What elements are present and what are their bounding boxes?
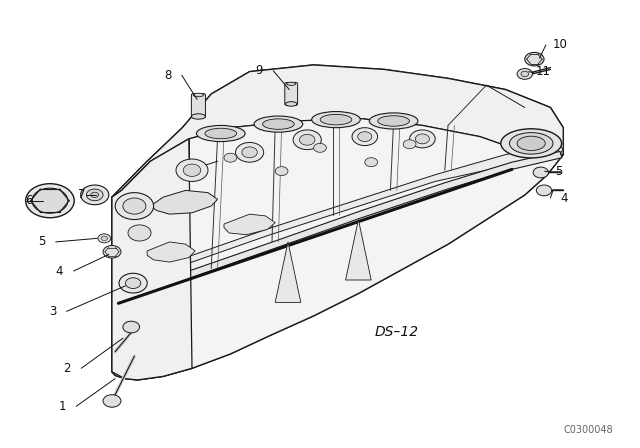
Text: 4: 4	[56, 264, 63, 278]
Circle shape	[236, 142, 264, 162]
Text: 2: 2	[63, 362, 71, 375]
Text: 1: 1	[58, 400, 66, 413]
Polygon shape	[118, 144, 563, 288]
Circle shape	[32, 188, 68, 213]
Circle shape	[125, 278, 141, 289]
Circle shape	[26, 184, 74, 218]
Circle shape	[123, 198, 146, 214]
Text: 10: 10	[552, 38, 568, 52]
Polygon shape	[224, 214, 275, 235]
Ellipse shape	[312, 112, 360, 128]
Circle shape	[536, 185, 552, 196]
Ellipse shape	[517, 136, 545, 151]
Circle shape	[128, 225, 151, 241]
Ellipse shape	[193, 93, 204, 97]
Circle shape	[115, 193, 154, 220]
FancyBboxPatch shape	[191, 94, 205, 118]
Circle shape	[352, 128, 378, 146]
Polygon shape	[112, 139, 192, 380]
Ellipse shape	[369, 113, 418, 129]
Circle shape	[123, 321, 140, 333]
Text: 3: 3	[49, 305, 56, 318]
Circle shape	[81, 185, 109, 205]
Polygon shape	[118, 151, 562, 303]
Text: 9: 9	[255, 64, 263, 78]
Ellipse shape	[205, 128, 237, 139]
Circle shape	[410, 130, 435, 148]
Circle shape	[176, 159, 208, 181]
Circle shape	[358, 132, 372, 142]
Text: 5: 5	[38, 235, 45, 249]
Circle shape	[86, 189, 103, 201]
Ellipse shape	[320, 114, 352, 125]
Polygon shape	[112, 65, 563, 197]
Text: 11: 11	[535, 65, 550, 78]
Circle shape	[103, 395, 121, 407]
Text: C0300048: C0300048	[563, 426, 613, 435]
Text: 6: 6	[25, 194, 33, 207]
FancyBboxPatch shape	[285, 82, 298, 105]
Ellipse shape	[509, 133, 553, 154]
Circle shape	[365, 158, 378, 167]
Polygon shape	[346, 220, 371, 280]
Circle shape	[521, 71, 529, 77]
Ellipse shape	[254, 116, 303, 132]
Circle shape	[103, 246, 121, 258]
Circle shape	[300, 134, 315, 145]
Ellipse shape	[191, 114, 205, 119]
Text: 8: 8	[164, 69, 172, 82]
Polygon shape	[275, 242, 301, 302]
Text: 4: 4	[561, 191, 568, 205]
Polygon shape	[147, 242, 195, 262]
Ellipse shape	[285, 102, 297, 106]
Circle shape	[415, 134, 429, 144]
Circle shape	[275, 167, 288, 176]
Circle shape	[517, 69, 532, 79]
Text: DS–12: DS–12	[375, 324, 419, 339]
Polygon shape	[112, 65, 563, 380]
Circle shape	[242, 147, 257, 158]
Circle shape	[314, 143, 326, 152]
Text: 5: 5	[555, 164, 563, 178]
Text: 7: 7	[78, 188, 86, 202]
Ellipse shape	[287, 82, 296, 85]
Circle shape	[101, 236, 108, 241]
Circle shape	[525, 52, 544, 66]
Circle shape	[403, 140, 416, 149]
Polygon shape	[150, 190, 218, 214]
Ellipse shape	[196, 125, 245, 142]
Circle shape	[224, 153, 237, 162]
Circle shape	[91, 192, 99, 198]
Polygon shape	[112, 119, 563, 380]
Circle shape	[119, 273, 147, 293]
Ellipse shape	[378, 116, 410, 126]
Ellipse shape	[500, 129, 562, 158]
Circle shape	[183, 164, 201, 177]
Circle shape	[98, 234, 111, 243]
Circle shape	[293, 130, 321, 150]
Circle shape	[533, 167, 548, 178]
Ellipse shape	[262, 119, 294, 129]
